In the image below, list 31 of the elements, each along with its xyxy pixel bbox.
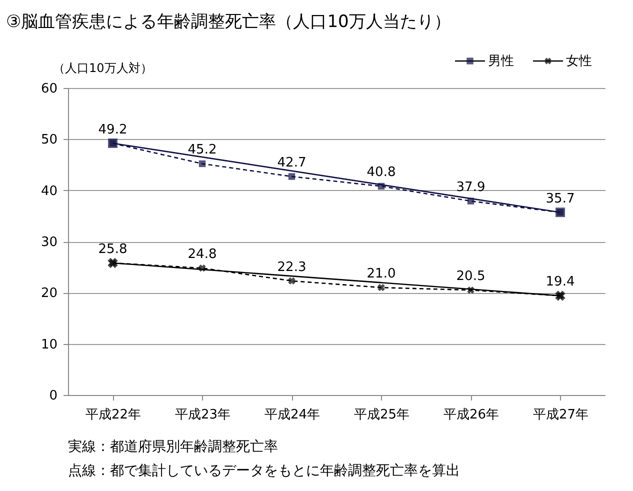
legend-label: 女性	[566, 54, 592, 69]
y-tick-label: 60	[40, 82, 58, 96]
data-label: 19.4	[546, 274, 575, 290]
y-tick-label: 10	[40, 337, 58, 352]
data-label: 21.0	[366, 266, 396, 282]
x-tick-label: 平成27年	[532, 408, 589, 422]
y-tick-label: 40	[40, 184, 58, 199]
y-tick-label: 0	[49, 388, 58, 404]
data-label: 22.3	[277, 260, 306, 275]
data-label: 35.7	[546, 191, 575, 206]
x-tick-label: 平成24年	[264, 408, 320, 422]
y-tick-label: 20	[40, 286, 58, 302]
data-label: 42.7	[277, 156, 306, 171]
y-tick-label: 30	[40, 235, 58, 250]
data-label: 25.8	[98, 242, 128, 257]
x-tick-label: 平成26年	[443, 408, 500, 422]
data-label: 45.2	[188, 142, 217, 158]
data-label: 20.5	[456, 269, 486, 284]
chart-title: ③脳血管疾患による年齢調整死亡率（人口10万人当たり）	[6, 12, 451, 32]
data-label: 37.9	[456, 180, 486, 196]
x-tick-label: 平成22年	[85, 408, 142, 422]
text: 点線：都で集計しているデータをもとに年齢調整死亡率を算出	[68, 463, 460, 479]
text: 実線：都道府県別年齢調整死亡率	[68, 439, 278, 455]
y-axis-title: （人口10万人対）	[53, 61, 152, 75]
y-tick-label: 50	[40, 132, 58, 148]
legend-label: 男性	[488, 54, 514, 69]
x-tick-label: 平成25年	[354, 408, 410, 422]
data-label: 40.8	[366, 165, 396, 180]
x-tick-label: 平成23年	[174, 408, 231, 422]
data-label: 24.8	[188, 247, 217, 262]
data-label: 49.2	[98, 122, 128, 138]
